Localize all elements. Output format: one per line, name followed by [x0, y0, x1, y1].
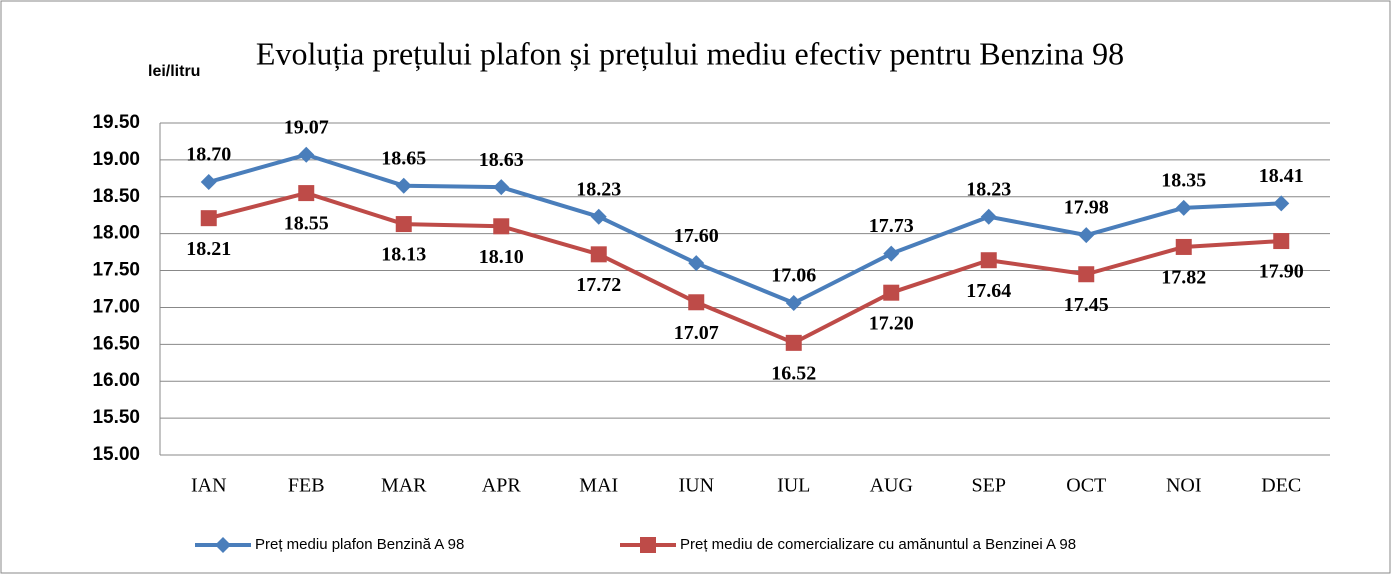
- x-tick-label: APR: [482, 475, 522, 497]
- data-point: [883, 245, 900, 262]
- x-tick-label: NOI: [1166, 475, 1202, 497]
- x-tick-label: IAN: [191, 475, 227, 497]
- data-label: 18.65: [381, 147, 426, 169]
- data-point: [298, 185, 315, 202]
- data-point: [1078, 227, 1095, 244]
- data-label: 17.06: [771, 265, 816, 287]
- y-axis-label: lei/litru: [148, 63, 200, 80]
- data-point: [590, 208, 607, 225]
- data-point: [688, 255, 705, 272]
- data-point: [298, 146, 315, 163]
- data-label: 17.73: [869, 215, 914, 237]
- series-line: [208, 152, 1282, 306]
- data-label: 18.70: [186, 144, 231, 166]
- data-label: 18.23: [966, 178, 1011, 200]
- data-label: 18.10: [479, 246, 524, 268]
- data-label: 17.72: [576, 274, 621, 296]
- chart-title: Evoluția prețului plafon și prețului med…: [256, 35, 1124, 71]
- data-label: 17.07: [674, 322, 719, 344]
- data-label: 18.13: [381, 244, 426, 266]
- data-label: 18.23: [576, 178, 621, 200]
- data-point: [590, 246, 607, 263]
- y-tick-label: 19.50: [92, 112, 140, 133]
- data-label: 18.63: [479, 149, 524, 171]
- data-label: 16.52: [771, 362, 816, 384]
- legend-marker: [215, 537, 231, 553]
- y-tick-label: 18.50: [92, 186, 140, 207]
- data-point: [980, 252, 997, 269]
- data-label: 18.21: [186, 238, 231, 260]
- legend-label: Preț mediu plafon Benzină A 98: [255, 536, 464, 553]
- data-label: 17.98: [1064, 197, 1109, 219]
- data-point: [688, 294, 705, 311]
- data-label: 17.20: [869, 312, 914, 334]
- data-point: [1078, 266, 1095, 283]
- data-label: 17.64: [966, 280, 1011, 302]
- data-point: [200, 210, 217, 227]
- y-tick-label: 18.00: [92, 223, 140, 244]
- data-point: [1273, 195, 1290, 212]
- y-tick-label: 15.50: [92, 407, 140, 428]
- data-point: [1175, 238, 1192, 255]
- data-point: [200, 174, 217, 191]
- data-label: 18.55: [284, 213, 329, 235]
- legend-label: Preț mediu de comercializare cu amănuntu…: [680, 536, 1076, 553]
- data-label: 17.90: [1259, 261, 1304, 283]
- y-tick-label: 16.00: [92, 370, 140, 391]
- data-point: [395, 216, 412, 233]
- data-point: [395, 177, 412, 194]
- y-tick-label: 17.00: [92, 296, 140, 317]
- x-tick-label: IUN: [678, 475, 714, 497]
- data-point: [493, 179, 510, 196]
- x-tick-label: DEC: [1261, 475, 1301, 497]
- data-label: 18.35: [1161, 169, 1206, 191]
- x-tick-label: MAI: [579, 475, 618, 497]
- x-tick-label: SEP: [972, 475, 1006, 497]
- data-label: 17.82: [1161, 267, 1206, 289]
- series-line: [208, 191, 1282, 345]
- data-point: [785, 334, 802, 351]
- x-tick-label: OCT: [1066, 475, 1106, 497]
- data-point: [980, 208, 997, 225]
- data-point: [1175, 199, 1192, 216]
- data-point: [785, 295, 802, 312]
- y-tick-label: 16.50: [92, 333, 140, 354]
- x-tick-label: MAR: [381, 475, 427, 497]
- data-label: 19.07: [284, 116, 329, 138]
- x-tick-label: IUL: [777, 475, 810, 497]
- x-tick-label: AUG: [870, 475, 913, 497]
- data-label: 18.41: [1259, 165, 1304, 187]
- data-label: 17.60: [674, 225, 719, 247]
- y-tick-label: 17.50: [92, 260, 140, 281]
- data-point: [1273, 233, 1290, 250]
- data-point: [883, 284, 900, 301]
- x-tick-label: FEB: [288, 475, 325, 497]
- data-label: 17.45: [1064, 294, 1109, 316]
- y-tick-label: 19.00: [92, 149, 140, 170]
- y-tick-label: 15.00: [92, 444, 140, 465]
- data-point: [493, 218, 510, 235]
- legend-marker: [640, 537, 656, 553]
